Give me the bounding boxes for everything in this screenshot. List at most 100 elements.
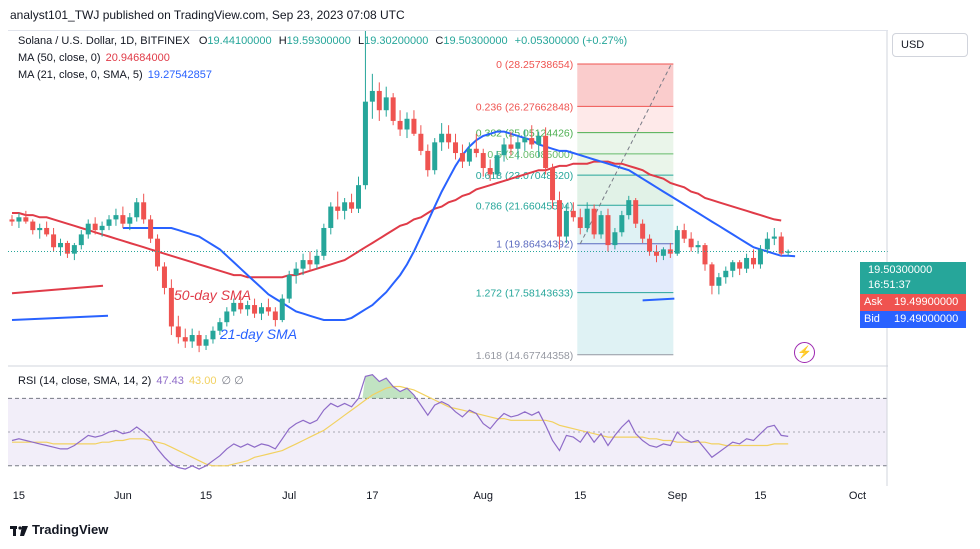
bid-label: Bid (864, 313, 880, 325)
candle-body (466, 148, 472, 162)
ma50-line (12, 160, 782, 279)
candle (217, 317, 223, 336)
candle-body (605, 215, 611, 246)
candle (113, 208, 119, 226)
candle-body (210, 330, 216, 340)
time-tick-label: 15 (574, 490, 586, 502)
candle (64, 240, 70, 258)
candle (640, 219, 646, 243)
candle-body (286, 275, 292, 299)
candle-body (196, 335, 202, 346)
candle-body (425, 150, 431, 171)
candle-body (660, 249, 666, 256)
candle (626, 195, 632, 220)
candle-body (411, 118, 417, 134)
rsi-legend: RSI (14, close, SMA, 14, 2) 47.43 43.00 … (18, 374, 244, 387)
candle-body (307, 260, 313, 265)
candle-body (633, 200, 639, 224)
candle (127, 212, 133, 231)
candle-body (536, 135, 542, 145)
candle-body (51, 234, 57, 248)
ma50-label: MA (50, close, 0) (18, 52, 101, 64)
candle (633, 198, 639, 228)
bid-tag: Bid 19.49000000 (860, 311, 966, 328)
candle (432, 138, 438, 175)
candle-body (106, 219, 112, 226)
candle (279, 294, 285, 323)
candle-body (688, 238, 694, 248)
rsi-overbought-fill (362, 374, 417, 399)
change-value: +0.05300000 (+0.27%) (514, 35, 628, 47)
candle-body (508, 144, 514, 149)
candle-body (640, 223, 646, 239)
candle (459, 144, 465, 169)
price-chart[interactable]: 0 (28.25738654)0.236 (26.27662848)0.382 … (8, 31, 888, 487)
candle-body (667, 249, 673, 254)
candle (737, 260, 743, 276)
fib-level-label: 0 (28.25738654) (496, 59, 573, 71)
candle (265, 298, 271, 316)
candle (376, 82, 382, 121)
candle (9, 215, 15, 226)
candle-body (418, 133, 424, 151)
candle (647, 234, 653, 256)
rsi-visibility-icons[interactable]: ∅ ∅ (221, 375, 244, 387)
candle (224, 307, 230, 327)
candle-body (751, 257, 757, 265)
fib-zone (577, 175, 674, 206)
brand-name: TradingView (32, 522, 109, 537)
candle (120, 206, 126, 228)
time-axis: Aug (473, 490, 493, 502)
candle (751, 249, 757, 269)
candle-body (432, 142, 438, 171)
candle (99, 221, 105, 237)
candle-body (390, 97, 396, 121)
candle (307, 251, 313, 271)
candle-body (369, 90, 375, 102)
high-value: 19.59300000 (286, 35, 351, 47)
rsi-pane (8, 374, 887, 470)
candle (771, 227, 777, 246)
ask-tag: Ask 19.49900000 (860, 294, 966, 311)
candle-body (570, 210, 576, 218)
candle (397, 110, 403, 136)
candle (453, 133, 459, 160)
currency-button[interactable]: USD (892, 33, 968, 57)
candle (688, 232, 694, 252)
fib-trend-line (579, 63, 672, 245)
candle (362, 31, 368, 190)
candle (501, 138, 507, 162)
candle (764, 232, 770, 254)
ma21-legend: MA (21, close, 0, SMA, 5) 19.27542857 (18, 69, 212, 81)
candles (8, 31, 888, 353)
time-tick-label: 15 (13, 490, 25, 502)
axes (8, 31, 888, 486)
candle (356, 176, 361, 213)
candle-body (113, 215, 119, 220)
candle-body (723, 270, 729, 278)
candle-body (730, 262, 736, 271)
candle-body (238, 302, 244, 310)
candle-body (439, 133, 445, 143)
candle-body (459, 153, 465, 162)
time-axis: 17 (366, 490, 378, 502)
candle-body (584, 208, 590, 228)
chart-frame[interactable]: 0 (28.25738654) 0.236 (26.27662848) 0.382 … (8, 30, 888, 487)
candle (349, 193, 355, 213)
candle-body (757, 249, 763, 265)
lightning-icon[interactable]: ⚡ (794, 342, 815, 363)
candle-body (626, 200, 632, 216)
time-axis: Sep (667, 490, 687, 502)
candle (522, 129, 528, 151)
candle-body (224, 311, 230, 323)
open-value: 19.44100000 (207, 35, 272, 47)
candle (44, 221, 50, 237)
candle (321, 223, 327, 261)
candle (300, 253, 306, 276)
candle-body (702, 245, 708, 265)
time-axis: 15 (13, 490, 25, 502)
candle (674, 225, 680, 256)
candle-body (563, 210, 569, 237)
candle-body (522, 138, 528, 143)
time-tick-label: Sep (667, 490, 687, 502)
